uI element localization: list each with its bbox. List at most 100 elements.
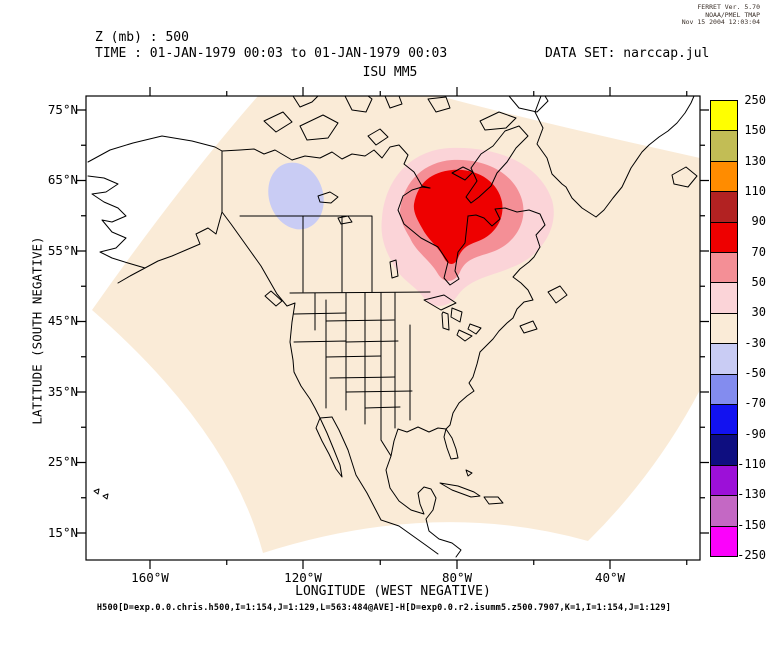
x-tick-label: 40°W xyxy=(594,570,626,585)
colorbar-cell xyxy=(711,101,737,132)
colorbar-tick-label: -90 xyxy=(744,427,766,441)
coastline-mexico-west xyxy=(331,416,439,555)
coastline-greenland xyxy=(534,96,695,218)
colorbar-tick-label: -30 xyxy=(744,336,766,350)
island-baffin xyxy=(465,125,529,204)
lake-great-slave xyxy=(317,191,339,204)
plot-title-variable: Z (mb) : 500 xyxy=(95,30,189,45)
colorbar-cell xyxy=(711,161,737,193)
colorbar-tick-label: 150 xyxy=(744,123,766,137)
island-arctic-3 xyxy=(384,96,403,109)
islands-hawaiian-chain xyxy=(93,488,109,500)
x-axis-major-ticks-bottom xyxy=(149,560,611,569)
island-arctic-2 xyxy=(344,96,373,113)
coastline-east-canada xyxy=(467,207,546,319)
lake-erie xyxy=(456,329,473,342)
colorbar-tick-label: 110 xyxy=(744,184,766,198)
y-axis-major-ticks-right xyxy=(700,109,709,534)
island-southampton xyxy=(451,166,474,181)
colorbar-tick-label: 90 xyxy=(751,214,766,228)
lake-winnipeg xyxy=(389,259,399,279)
colorbar-cell xyxy=(711,131,737,162)
island-hispaniola xyxy=(483,496,504,505)
borders-us-states-horizontal xyxy=(293,312,413,457)
ferret-org: NOAA/PMEL TMAP xyxy=(705,10,760,19)
ferret-credit: FERRET Ver. 5.70 NOAA/PMEL TMAP Nov 15 2… xyxy=(681,3,760,27)
island-arctic-4 xyxy=(427,96,451,113)
colorbar-cell xyxy=(711,222,737,254)
dataset-label: DATA SET: narccap.jul xyxy=(545,46,710,61)
island-ellesmere xyxy=(508,96,549,113)
island-king-william xyxy=(367,128,389,146)
lake-michigan xyxy=(441,311,450,331)
island-vancouver xyxy=(264,290,283,307)
island-iceland xyxy=(671,166,698,188)
y-tick-label: 15°N xyxy=(47,525,78,540)
lake-ontario xyxy=(467,323,482,335)
coastline-mexico-east-yucatan xyxy=(385,455,462,558)
ferret-timestamp: Nov 15 2004 12:03:04 xyxy=(681,18,760,26)
island-victoria xyxy=(299,114,339,141)
border-us-canada xyxy=(289,291,431,294)
colorbar-tick-label: 250 xyxy=(744,93,766,107)
island-devon xyxy=(479,111,517,131)
coastline-gulf-california xyxy=(319,416,333,419)
colorbar-tick-label: 130 xyxy=(744,154,766,168)
lake-huron xyxy=(450,307,463,323)
anomaly-core-70-90 xyxy=(413,169,503,264)
y-axis-major-ticks-left xyxy=(77,109,86,534)
island-nova-scotia xyxy=(519,320,538,334)
colorbar-cell xyxy=(711,526,737,557)
island-banks xyxy=(263,111,293,133)
ferret-version: FERRET Ver. 5.70 xyxy=(697,3,760,11)
y-tick-label: 25°N xyxy=(47,454,78,469)
plot-subtitle: ISU MM5 xyxy=(362,65,418,80)
x-axis-minor-ticks-top xyxy=(226,91,688,96)
y-axis-minor-ticks-left xyxy=(81,144,86,499)
island-cuba xyxy=(439,482,481,498)
island-arctic-1 xyxy=(292,96,319,108)
y-tick-label: 55°N xyxy=(47,243,78,258)
y-tick-label: 45°N xyxy=(47,313,78,328)
colorbar-tick-label: -70 xyxy=(744,396,766,410)
x-axis-title: LONGITUDE (WEST NEGATIVE) xyxy=(295,584,491,599)
lake-superior xyxy=(423,294,457,311)
colorbar-cell xyxy=(711,374,737,406)
colorbar-tick-label: 70 xyxy=(751,245,766,259)
island-bahamas xyxy=(465,469,473,477)
y-tick-label: 35°N xyxy=(47,384,78,399)
colorbar-cell xyxy=(711,344,737,375)
coastline-alaska-west xyxy=(87,175,146,284)
coastline-alaska-north xyxy=(87,135,223,163)
x-axis-minor-ticks-bottom xyxy=(226,560,688,565)
colorbar-tick-label: -130 xyxy=(737,487,766,501)
colorbar-cell xyxy=(711,253,737,284)
coastline-us-atlantic xyxy=(445,317,514,430)
borders-canada-provinces xyxy=(239,215,373,293)
y-tick-label: 75°N xyxy=(47,102,78,117)
coastline-hudson-bay xyxy=(397,186,469,286)
peninsula-florida xyxy=(443,428,459,460)
colorbar-tick-label: -50 xyxy=(744,366,766,380)
colorbar-cell xyxy=(711,496,737,527)
colorbar-tick-label: 30 xyxy=(751,305,766,319)
x-axis-major-ticks-top xyxy=(149,87,611,96)
coastline-arctic-mainland xyxy=(221,144,431,189)
x-tick-label: 80°W xyxy=(441,570,473,585)
x-tick-label: 160°W xyxy=(131,570,169,585)
map-plot xyxy=(77,87,709,569)
peninsula-baja xyxy=(315,417,343,478)
coastline-gulf-of-mexico xyxy=(390,426,447,457)
colorbar-tick-label: -110 xyxy=(737,457,766,471)
island-newfoundland xyxy=(547,285,568,304)
colorbar-cell xyxy=(711,405,737,436)
colorbar-tick-label: 50 xyxy=(751,275,766,289)
y-tick-label: 65°N xyxy=(47,172,78,187)
x-tick-label: 120°W xyxy=(284,570,322,585)
colorbar-cell xyxy=(711,313,737,345)
colorbar-cell xyxy=(711,192,737,223)
colorbar-tick-label: -150 xyxy=(737,518,766,532)
plot-frame xyxy=(85,95,701,561)
colorbar xyxy=(710,100,738,557)
